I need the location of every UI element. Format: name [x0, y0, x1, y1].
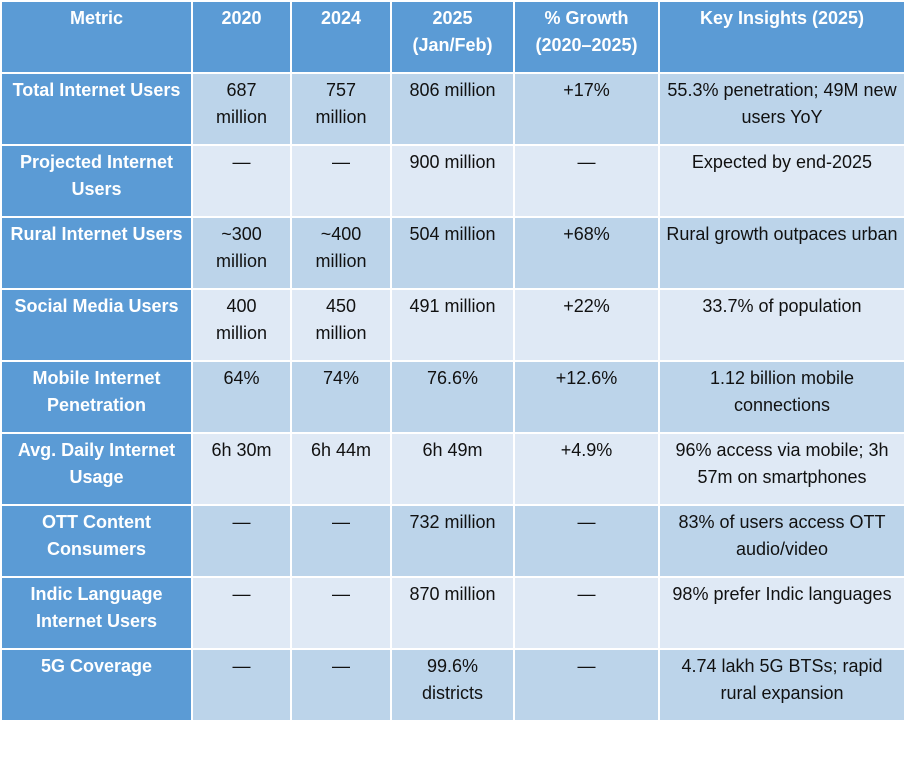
row-label: Rural Internet Users — [0, 216, 193, 290]
cell-insight: Expected by end-2025 — [658, 144, 904, 218]
cell-2020: — — [191, 504, 292, 578]
row-label: Projected Internet Users — [0, 144, 193, 218]
table-row: Avg. Daily Internet Usage 6h 30m 6h 44m … — [0, 432, 904, 506]
column-header-2025: 2025 (Jan/Feb) — [390, 0, 515, 74]
header-row: Metric 2020 2024 2025 (Jan/Feb) % Growth… — [0, 0, 904, 74]
cell-2024: — — [290, 144, 392, 218]
row-label: Total Internet Users — [0, 72, 193, 146]
table-row: Social Media Users 400 million 450 milli… — [0, 288, 904, 362]
table-row: Projected Internet Users — — 900 million… — [0, 144, 904, 218]
cell-insight: 33.7% of population — [658, 288, 904, 362]
cell-2024: — — [290, 648, 392, 722]
cell-2025: 99.6% districts — [390, 648, 515, 722]
cell-growth: +22% — [513, 288, 660, 362]
row-label: Social Media Users — [0, 288, 193, 362]
column-header-2024: 2024 — [290, 0, 392, 74]
row-label: Avg. Daily Internet Usage — [0, 432, 193, 506]
cell-2025: 732 million — [390, 504, 515, 578]
cell-2020: 687 million — [191, 72, 292, 146]
cell-2020: — — [191, 576, 292, 650]
table-row: Indic Language Internet Users — — 870 mi… — [0, 576, 904, 650]
cell-growth: — — [513, 648, 660, 722]
cell-2020: ~300 million — [191, 216, 292, 290]
cell-growth: — — [513, 576, 660, 650]
column-header-insights: Key Insights (2025) — [658, 0, 904, 74]
cell-2020: 64% — [191, 360, 292, 434]
row-label: Indic Language Internet Users — [0, 576, 193, 650]
table-row: Rural Internet Users ~300 million ~400 m… — [0, 216, 904, 290]
cell-insight: 1.12 billion mobile connections — [658, 360, 904, 434]
cell-2024: 450 million — [290, 288, 392, 362]
cell-insight: Rural growth outpaces urban — [658, 216, 904, 290]
cell-2024: 6h 44m — [290, 432, 392, 506]
cell-2025: 491 million — [390, 288, 515, 362]
cell-insight: 55.3% penetration; 49M new users YoY — [658, 72, 904, 146]
cell-2025: 806 million — [390, 72, 515, 146]
table-row: 5G Coverage — — 99.6% districts — 4.74 l… — [0, 648, 904, 722]
cell-2024: — — [290, 504, 392, 578]
cell-insight: 4.74 lakh 5G BTSs; rapid rural expansion — [658, 648, 904, 722]
cell-growth: +4.9% — [513, 432, 660, 506]
cell-growth: +68% — [513, 216, 660, 290]
cell-2025: 900 million — [390, 144, 515, 218]
cell-2020: — — [191, 648, 292, 722]
cell-growth: +17% — [513, 72, 660, 146]
internet-stats-table: Metric 2020 2024 2025 (Jan/Feb) % Growth… — [0, 0, 904, 722]
row-label: OTT Content Consumers — [0, 504, 193, 578]
cell-growth: — — [513, 144, 660, 218]
cell-2025: 870 million — [390, 576, 515, 650]
cell-insight: 83% of users access OTT audio/video — [658, 504, 904, 578]
table-row: Total Internet Users 687 million 757 mil… — [0, 72, 904, 146]
column-header-metric: Metric — [0, 0, 193, 74]
cell-insight: 98% prefer Indic languages — [658, 576, 904, 650]
cell-2020: 6h 30m — [191, 432, 292, 506]
column-header-2020: 2020 — [191, 0, 292, 74]
cell-2020: 400 million — [191, 288, 292, 362]
cell-2025: 76.6% — [390, 360, 515, 434]
row-label: Mobile Internet Penetration — [0, 360, 193, 434]
cell-2024: — — [290, 576, 392, 650]
cell-2025: 504 million — [390, 216, 515, 290]
cell-growth: +12.6% — [513, 360, 660, 434]
cell-2020: — — [191, 144, 292, 218]
cell-2025: 6h 49m — [390, 432, 515, 506]
cell-2024: 757 million — [290, 72, 392, 146]
column-header-growth: % Growth (2020–2025) — [513, 0, 660, 74]
cell-2024: 74% — [290, 360, 392, 434]
row-label: 5G Coverage — [0, 648, 193, 722]
table-row: OTT Content Consumers — — 732 million — … — [0, 504, 904, 578]
table-row: Mobile Internet Penetration 64% 74% 76.6… — [0, 360, 904, 434]
cell-growth: — — [513, 504, 660, 578]
cell-2024: ~400 million — [290, 216, 392, 290]
cell-insight: 96% access via mobile; 3h 57m on smartph… — [658, 432, 904, 506]
